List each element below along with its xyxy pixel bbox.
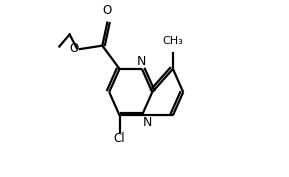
- Text: O: O: [103, 4, 112, 17]
- Text: N: N: [137, 55, 147, 68]
- Text: Cl: Cl: [114, 132, 125, 145]
- Text: N: N: [143, 116, 152, 129]
- Text: O: O: [69, 42, 79, 55]
- Text: CH₃: CH₃: [162, 36, 183, 46]
